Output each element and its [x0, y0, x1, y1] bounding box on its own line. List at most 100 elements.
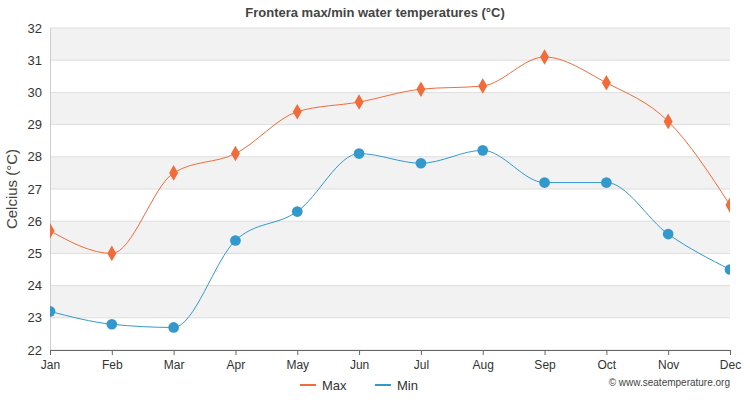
- series-marker: [601, 177, 612, 188]
- x-tick-label: Dec: [720, 358, 741, 372]
- series-marker: [50, 223, 54, 239]
- series-marker: [725, 264, 730, 275]
- grid-band: [50, 286, 730, 318]
- x-tick-label: Sep: [534, 358, 556, 372]
- x-tick-label: May: [286, 358, 309, 372]
- series-marker: [231, 146, 240, 162]
- x-tick: Aug: [473, 350, 494, 372]
- x-tick-mark: [235, 350, 236, 355]
- x-axis: Jan Feb Mar Apr May Jun Jul Aug Sep Oct Nov Dec: [41, 350, 741, 372]
- y-tick: 24: [28, 278, 50, 293]
- x-tick-label: Feb: [102, 358, 123, 372]
- x-tick-mark: [421, 350, 422, 355]
- x-tick-mark: [545, 350, 546, 355]
- y-tick: 28: [28, 149, 50, 164]
- plot-area: [50, 49, 730, 333]
- legend-swatch: [375, 384, 391, 386]
- y-axis: 22 23 24 25 26 27 28 29 30 31 32: [28, 21, 51, 358]
- x-tick-mark: [483, 350, 484, 355]
- grid: [50, 28, 730, 350]
- series-marker: [355, 94, 364, 110]
- series-marker: [292, 206, 303, 217]
- series-marker: [416, 81, 425, 97]
- grid-line: [50, 285, 730, 286]
- x-tick-label: Nov: [658, 358, 679, 372]
- y-tick-label: 24: [28, 278, 42, 293]
- series-marker: [478, 78, 487, 94]
- x-tick: Mar: [164, 350, 185, 372]
- y-tick: 32: [28, 21, 50, 36]
- series-marker: [602, 75, 611, 91]
- legend-item: Min: [375, 378, 418, 393]
- y-tick-label: 22: [28, 343, 42, 358]
- y-axis-line: [50, 29, 51, 351]
- legend-label: Min: [397, 378, 418, 393]
- series-marker: [540, 49, 549, 65]
- grid-line: [50, 156, 730, 157]
- x-axis-line: [51, 351, 731, 356]
- y-axis-title: Celcius (°C): [3, 149, 20, 229]
- x-tick: Nov: [658, 350, 679, 372]
- series-marker: [168, 322, 179, 333]
- x-tick-label: Apr: [227, 358, 246, 372]
- y-tick-label: 30: [28, 85, 42, 100]
- x-tick: Jun: [350, 350, 369, 372]
- y-tick-label: 32: [28, 21, 42, 36]
- series-marker: [664, 114, 673, 130]
- grid-line: [50, 221, 730, 222]
- y-tick-label: 31: [28, 53, 42, 68]
- x-tick-mark: [730, 350, 731, 355]
- y-tick: 23: [28, 310, 50, 325]
- grid-band: [50, 92, 730, 124]
- x-tick-label: Jan: [41, 358, 60, 372]
- y-tick-label: 29: [28, 117, 42, 132]
- x-tick-label: Jul: [414, 358, 429, 372]
- series-marker: [539, 177, 550, 188]
- grid-line: [50, 28, 730, 29]
- legend-swatch: [300, 384, 316, 386]
- y-tick: 26: [28, 214, 50, 229]
- series-marker: [354, 148, 365, 159]
- legend-label: Max: [322, 378, 347, 393]
- chart: 22 23 24 25 26 27 28 29 30 31 32 Jan Feb Mar Apr May Jun…: [0, 0, 750, 400]
- series-marker: [293, 104, 302, 120]
- x-tick: Apr: [227, 350, 246, 372]
- grid-band: [50, 28, 730, 60]
- grid-band: [50, 221, 730, 253]
- series-marker: [663, 229, 674, 240]
- x-tick: Jul: [414, 350, 429, 372]
- series-marker: [230, 235, 241, 246]
- x-tick: Jan: [41, 350, 60, 372]
- grid-line: [50, 124, 730, 125]
- annotation: © www.seatemperature.org: [609, 377, 730, 388]
- y-tick-label: 28: [28, 149, 42, 164]
- series-marker: [416, 158, 427, 169]
- y-tick-label: 26: [28, 214, 42, 229]
- grid-line: [50, 92, 730, 93]
- series-marker: [477, 145, 488, 156]
- y-tick: 25: [28, 246, 50, 261]
- series-marker: [169, 165, 178, 181]
- x-tick: Oct: [598, 350, 617, 372]
- x-tick-mark: [359, 350, 360, 355]
- x-tick-mark: [50, 350, 51, 355]
- series-line: [50, 57, 730, 253]
- x-tick: Sep: [534, 350, 556, 372]
- grid-line: [50, 189, 730, 190]
- y-tick: 31: [28, 53, 50, 68]
- x-tick-mark: [174, 350, 175, 355]
- y-tick-label: 23: [28, 310, 42, 325]
- x-tick-label: Aug: [473, 358, 494, 372]
- x-tick: Dec: [720, 350, 741, 372]
- x-tick-label: Mar: [164, 358, 185, 372]
- grid-line: [50, 317, 730, 318]
- y-tick: 29: [28, 117, 50, 132]
- x-tick-mark: [297, 350, 298, 355]
- series-marker: [106, 319, 117, 330]
- x-tick-mark: [606, 350, 607, 355]
- y-tick: 27: [28, 182, 50, 197]
- grid-line: [50, 60, 730, 61]
- y-tick-label: 25: [28, 246, 42, 261]
- x-tick-mark: [112, 350, 113, 355]
- x-tick: May: [286, 350, 309, 372]
